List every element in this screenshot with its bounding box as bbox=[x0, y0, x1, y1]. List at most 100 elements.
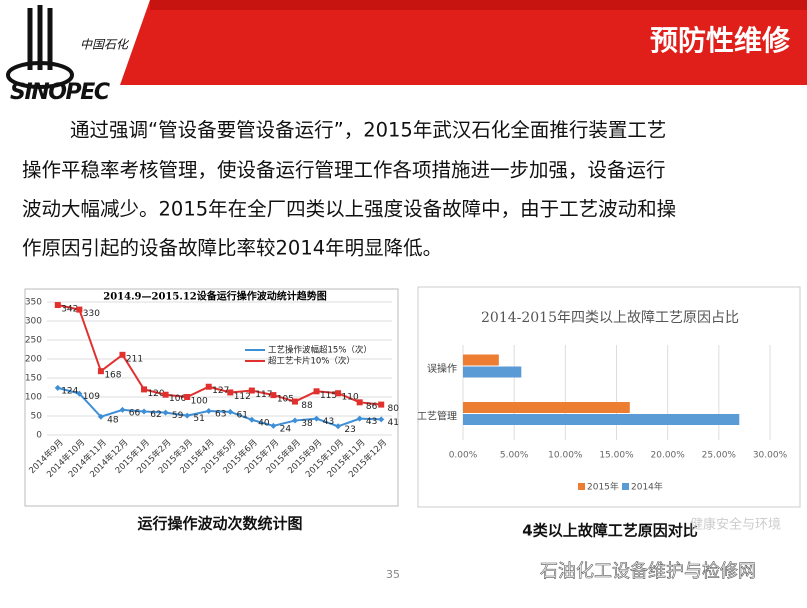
data-label: 63 bbox=[215, 410, 226, 420]
data-label: 342 bbox=[61, 305, 78, 315]
legend-label: 2014年 bbox=[631, 481, 663, 493]
marker bbox=[205, 408, 212, 415]
logo-ring bbox=[6, 61, 74, 89]
x-tick-label: 25.00% bbox=[702, 451, 737, 461]
x-tick-label: 20.00% bbox=[651, 451, 686, 461]
marker bbox=[141, 386, 148, 393]
data-label: 211 bbox=[126, 354, 143, 364]
body-line: 作原因引起的设备故障比率较2014年明显降低。 bbox=[22, 237, 442, 260]
data-label: 109 bbox=[83, 392, 100, 402]
data-label: 168 bbox=[104, 371, 121, 381]
data-label: 66 bbox=[129, 408, 141, 418]
legend-label: 超工艺卡片10%（次） bbox=[268, 356, 355, 367]
marker bbox=[270, 392, 277, 399]
marker bbox=[270, 422, 277, 429]
marker bbox=[335, 423, 342, 430]
header-stripe bbox=[150, 0, 807, 10]
marker bbox=[227, 389, 234, 396]
header-title: 预防性维修 bbox=[650, 24, 791, 57]
logo-en: SINOPEC bbox=[10, 80, 110, 105]
body-line: 通过强调“管设备要管设备运行”，2015年武汉石化全面推行装置工艺 bbox=[70, 119, 666, 142]
marker bbox=[205, 383, 212, 390]
data-label: 100 bbox=[191, 397, 208, 407]
data-label: 88 bbox=[301, 401, 313, 411]
marker bbox=[76, 390, 83, 397]
marker bbox=[227, 408, 234, 415]
bar bbox=[463, 366, 522, 378]
caption: 运行操作波动次数统计图 bbox=[137, 515, 302, 533]
marker bbox=[76, 306, 83, 313]
legend-swatch bbox=[578, 483, 585, 490]
body-line: 操作平稳率考核管理，使设备运行管理工作各项措施进一步加强，设备运行 bbox=[22, 159, 666, 182]
x-tick-label: 15.00% bbox=[599, 451, 634, 461]
marker bbox=[54, 384, 61, 391]
data-label: 124 bbox=[61, 386, 78, 396]
data-label: 120 bbox=[147, 389, 164, 399]
y-tick-label: 350 bbox=[25, 298, 42, 308]
marker bbox=[97, 368, 104, 375]
marker bbox=[313, 388, 320, 395]
header-band bbox=[120, 0, 807, 85]
logo: 中国石化 SINOPEC bbox=[6, 5, 130, 105]
y-tick-label: 误操作 bbox=[427, 362, 457, 375]
data-label: 51 bbox=[193, 414, 204, 424]
data-label: 127 bbox=[212, 386, 229, 396]
legend-label: 2015年 bbox=[587, 481, 619, 493]
marker bbox=[162, 409, 169, 416]
chart-frame bbox=[417, 286, 801, 508]
series-line bbox=[57, 386, 382, 428]
marker bbox=[119, 351, 126, 358]
data-label: 48 bbox=[107, 415, 119, 425]
watermark: 石油化工设备维护与检修网 bbox=[540, 561, 756, 582]
data-label: 106 bbox=[169, 394, 186, 404]
marker bbox=[335, 390, 342, 397]
data-label: 105 bbox=[277, 395, 294, 405]
data-label: 62 bbox=[150, 410, 161, 420]
y-tick-label: 200 bbox=[25, 355, 42, 365]
data-label: 110 bbox=[342, 393, 359, 403]
chart-title: 2014-2015年四类以上故障工艺原因占比 bbox=[481, 310, 739, 326]
data-label: 38 bbox=[301, 419, 313, 429]
marker bbox=[378, 416, 385, 423]
marker bbox=[184, 394, 191, 400]
bar bbox=[463, 414, 740, 425]
data-label: 80 bbox=[387, 404, 399, 414]
marker bbox=[356, 399, 363, 406]
data-label: 43 bbox=[323, 417, 334, 427]
marker bbox=[378, 401, 385, 408]
y-tick-label: 250 bbox=[25, 336, 42, 346]
bar bbox=[463, 354, 499, 366]
data-label: 59 bbox=[172, 411, 184, 421]
marker bbox=[97, 413, 104, 420]
watermark: 健康安全与环境 bbox=[690, 517, 781, 533]
marker bbox=[162, 391, 169, 398]
marker bbox=[291, 398, 298, 405]
x-tick-label: 0.00% bbox=[449, 451, 478, 461]
chart-title: 2014.9—2015.12设备运行操作波动统计趋势图 bbox=[103, 290, 327, 303]
data-label: 115 bbox=[320, 391, 337, 401]
data-label: 43 bbox=[366, 417, 377, 427]
caption: 4类以上故障工艺原因对比 bbox=[522, 522, 697, 540]
y-tick-label: 工艺管理 bbox=[417, 409, 457, 422]
y-tick-label: 0 bbox=[36, 431, 42, 441]
marker bbox=[248, 416, 255, 423]
bar bbox=[463, 402, 630, 413]
legend-label: 工艺操作波幅超15%（次） bbox=[268, 345, 372, 356]
page-number: 35 bbox=[386, 568, 400, 581]
marker bbox=[291, 417, 298, 424]
marker bbox=[313, 415, 320, 422]
y-tick-label: 100 bbox=[25, 393, 42, 403]
y-tick-label: 50 bbox=[31, 412, 43, 422]
data-label: 61 bbox=[237, 410, 248, 420]
marker bbox=[248, 387, 255, 394]
data-label: 330 bbox=[83, 309, 100, 319]
legend-swatch bbox=[622, 483, 629, 490]
y-tick-label: 300 bbox=[25, 317, 42, 327]
x-tick-label: 10.00% bbox=[548, 451, 583, 461]
x-tick-label: 5.00% bbox=[500, 451, 529, 461]
y-tick-label: 150 bbox=[25, 374, 42, 384]
data-label: 40 bbox=[258, 418, 270, 428]
marker bbox=[119, 406, 126, 413]
